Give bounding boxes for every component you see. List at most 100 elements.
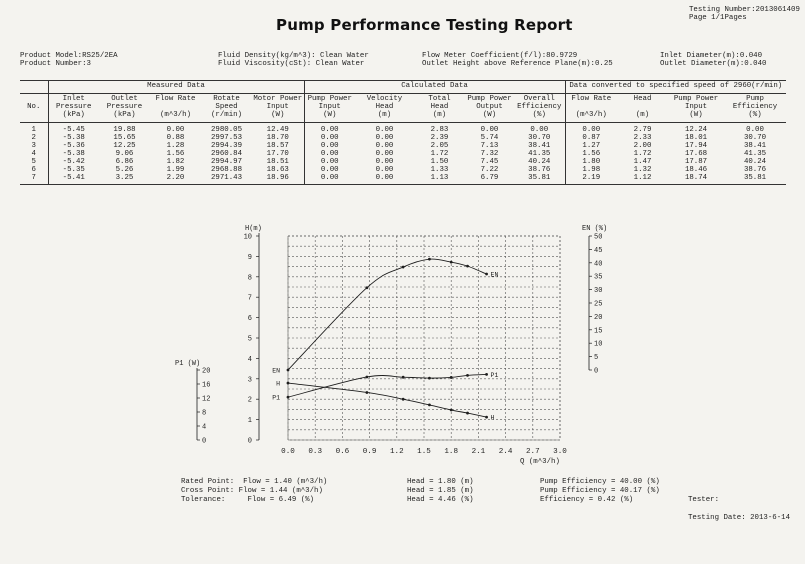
power-tick-label: 8 xyxy=(202,410,206,418)
table-cell: 1.47 xyxy=(633,158,652,166)
page-indicator: Page 1/1Pages xyxy=(689,14,747,22)
table-cell: 18.70 xyxy=(266,134,289,142)
head-tick-label: 9 xyxy=(248,254,252,262)
table-cell: 2.83 xyxy=(430,126,449,134)
table-cell: 30.70 xyxy=(528,134,551,142)
series-label-right: EN xyxy=(491,272,499,279)
table-cell: 0.00 xyxy=(530,126,549,134)
data-point-h xyxy=(401,397,405,401)
table-cell: 7.45 xyxy=(480,158,499,166)
table-cell: 1.32 xyxy=(633,166,652,174)
head-axis-label: H(m) xyxy=(245,225,262,233)
table-cell: 17.68 xyxy=(684,150,708,158)
table-cell: 7.13 xyxy=(480,142,499,150)
table-cell: 0.00 xyxy=(375,134,394,142)
table-cell: 2968.88 xyxy=(210,166,243,174)
table-cell: 1.98 xyxy=(564,166,618,174)
table-row: 7 -5.41 3.25 2.20 2971.43 18.96 0.00 0.00 1.13 6.… xyxy=(20,174,787,185)
table-cell: 2997.53 xyxy=(210,134,243,142)
column-header: Head (m) xyxy=(617,93,669,123)
data-point-h xyxy=(286,381,290,385)
chart-labels: 0.0 0.3 0.6 0.9 1.2 1.5 1.8 2.1 2.4 2.7 3.0Q (m^3/… xyxy=(175,225,607,466)
table-cell: -5.36 xyxy=(47,142,99,150)
table-cell: 0.00 xyxy=(303,142,355,150)
series-label-right: H xyxy=(491,415,495,422)
power-tick-label: 20 xyxy=(202,368,210,376)
table-cell: 0.00 xyxy=(303,122,355,134)
table-cell: 2.05 xyxy=(430,142,449,150)
efficiency-tick-label: 10 xyxy=(594,341,602,349)
table-row: 2 -5.38 15.65 0.88 2997.53 18.70 0.00 0.00 2.39 5… xyxy=(20,134,786,142)
power-tick-label: 16 xyxy=(202,382,210,390)
table-cell: 30.70 xyxy=(743,134,767,142)
group-measured: Measured Data xyxy=(47,80,304,94)
table-cell: 38.41 xyxy=(528,142,551,150)
rated-point-flow: Rated Point: Flow = 1.40 (m^3/h) xyxy=(181,478,328,486)
column-header: Pump Power Input (W) xyxy=(303,93,355,123)
data-point-h xyxy=(466,411,469,415)
table-cell: 2994.97 xyxy=(210,158,243,166)
column-header: Rotate Speed (r/min) xyxy=(201,93,252,123)
power-tick-label: 4 xyxy=(202,424,206,432)
outlet-diameter: Outlet Diameter(m):0.040 xyxy=(660,60,767,68)
head-tick-label: 3 xyxy=(248,376,252,384)
table-cell: 1.80 xyxy=(564,158,618,166)
table-cell: 0.00 xyxy=(375,150,394,158)
table-cell: 7.32 xyxy=(480,150,499,158)
table-cell: 0.00 xyxy=(746,126,764,134)
table-cell: 2.00 xyxy=(633,142,652,150)
series-line-p1 xyxy=(287,373,487,398)
table-cell: 40.24 xyxy=(743,158,767,166)
cross-point-efficiency: Pump Efficiency = 40.17 (%) xyxy=(540,487,660,495)
table-cell: 35.81 xyxy=(724,174,787,185)
series-label-right: P1 xyxy=(491,372,499,379)
x-tick-label: 0.0 xyxy=(281,448,295,456)
table-cell: 1.56 xyxy=(166,150,185,158)
x-tick-label: 1.5 xyxy=(417,448,431,456)
fluid-viscosity: Fluid Viscosity(cSt): Clean Water xyxy=(218,60,365,68)
inlet-diameter: Inlet Diameter(m):0.040 xyxy=(660,52,763,60)
table-cell: 5 xyxy=(31,158,36,166)
column-header: Outlet Pressure (kPa) xyxy=(99,93,150,123)
x-axis-label: Q (m^3/h) xyxy=(520,457,560,466)
rated-point-efficiency: Pump Efficiency = 40.00 (%) xyxy=(540,478,660,486)
table-row: 4 -5.38 9.06 1.56 2960.84 17.70 0.00 0.00 1.72 7.… xyxy=(20,150,786,158)
x-tick-label: 2.1 xyxy=(472,448,486,456)
tolerance-flow: Tolerance: Flow = 6.49 (%) xyxy=(181,496,315,504)
table-row: 1 -5.45 19.88 0.00 2980.05 12.49 0.00 0.00 2.83 0… xyxy=(20,122,786,134)
data-point-en xyxy=(401,265,405,269)
table-row: 3 -5.36 12.25 1.28 2994.39 18.57 0.00 0.00 2.05 7… xyxy=(20,142,786,150)
column-header: Total Head (m) xyxy=(414,93,465,123)
head-tick-label: 4 xyxy=(248,356,252,364)
efficiency-tick-label: 15 xyxy=(594,327,602,335)
power-tick-label: 0 xyxy=(202,438,206,446)
table-cell: 18.51 xyxy=(266,158,289,166)
x-tick-label: 0.6 xyxy=(336,448,350,456)
chart-grid xyxy=(287,235,561,441)
table-cell: -5.42 xyxy=(47,158,99,166)
table-cell: 19.88 xyxy=(113,126,136,134)
table-cell: 5.26 xyxy=(115,166,134,174)
report-title: Pump Performance Testing Report xyxy=(276,16,573,34)
table-cell: 0.00 xyxy=(166,126,185,134)
column-header: Inlet Pressure (kPa) xyxy=(47,93,99,123)
head-tick-label: 5 xyxy=(248,336,252,344)
head-tick-label: 7 xyxy=(248,295,252,303)
series-line-h xyxy=(287,382,487,418)
efficiency-tick-label: 5 xyxy=(594,354,598,362)
table-cell: 6.86 xyxy=(115,158,134,166)
column-header: Velocity Head (m) xyxy=(355,93,414,123)
table-cell: 1 xyxy=(31,126,36,134)
column-header: Flow Rate (m^3/h) xyxy=(564,93,618,123)
table-cell: 2.79 xyxy=(633,126,652,134)
table-cell: 0.00 xyxy=(303,166,355,174)
table-cell: 0.88 xyxy=(166,134,185,142)
table-cell: 4 xyxy=(31,150,36,158)
table-cell: 18.57 xyxy=(266,142,289,150)
column-header-row: No. Inlet Pressure (kPa) Outlet Pressure (kPa)… xyxy=(20,93,787,123)
table-cell: 2.20 xyxy=(150,174,201,185)
tolerance-efficiency: Efficiency = 0.42 (%) xyxy=(540,496,634,504)
column-header: Motor Power Input (W) xyxy=(252,93,304,123)
table-cell: 17.70 xyxy=(266,150,289,158)
x-tick-label: 1.2 xyxy=(390,448,404,456)
